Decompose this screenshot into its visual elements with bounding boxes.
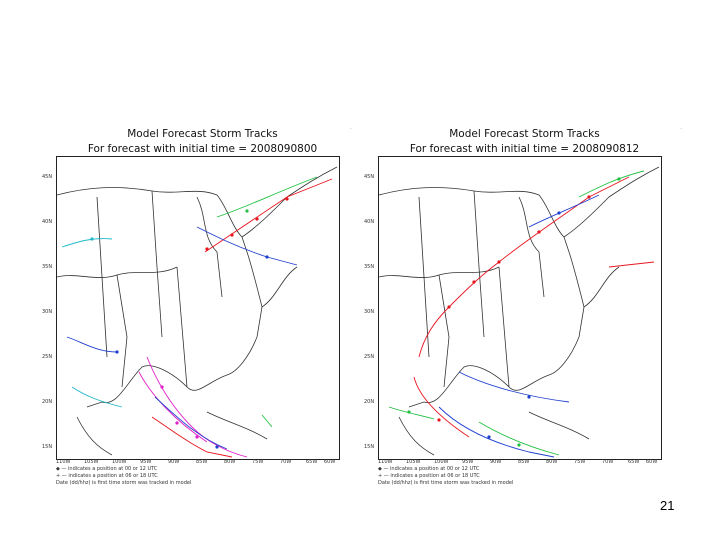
forecast-panel-right: Model Forecast Storm Tracks For forecast…	[364, 126, 682, 488]
basemap-lines	[57, 166, 338, 456]
lon-label: 110W	[378, 459, 393, 465]
lon-label: 75W	[252, 459, 264, 465]
lon-label: 85W	[196, 459, 208, 465]
lat-label: 30N	[364, 309, 375, 315]
panel-title: Model Forecast Storm Tracks	[449, 128, 600, 140]
lon-axis-labels: 110W 105W 100W 95W 90W 85W 80W 75W 70W 6…	[378, 459, 662, 465]
stray-mark: ·	[680, 126, 682, 132]
lat-label: 25N	[364, 354, 375, 360]
lon-label: 105W	[84, 459, 99, 465]
lat-label: 15N	[42, 444, 53, 450]
lon-label: 65W	[628, 459, 640, 465]
lon-label: 105W	[406, 459, 421, 465]
lon-label: 90W	[168, 459, 180, 465]
lat-label: 45N	[364, 174, 375, 180]
lat-label: 35N	[364, 264, 375, 270]
legend-line: Date (dd/hhz) is first time storm was tr…	[56, 480, 192, 486]
page-number: 21	[660, 498, 675, 513]
lat-label: 45N	[42, 174, 53, 180]
lon-label: 85W	[518, 459, 530, 465]
map-svg	[57, 166, 338, 458]
track-blue-2	[438, 194, 600, 458]
panel-subtitle: For forecast with initial time = 2008090…	[409, 143, 640, 155]
lat-label: 20N	[364, 399, 375, 405]
stray-mark: ·	[350, 126, 352, 132]
lon-label: 60W	[324, 459, 336, 465]
lon-label: 70W	[602, 459, 614, 465]
lon-label: 90W	[490, 459, 502, 465]
lon-label: 80W	[224, 459, 236, 465]
lat-label: 40N	[364, 219, 375, 225]
map-svg	[379, 166, 660, 458]
lon-axis-labels: 110W 105W 100W 95W 90W 85W 80W 75W 70W 6…	[56, 459, 340, 465]
legend-line: Date (dd/hhz) is first time storm was tr…	[378, 480, 514, 486]
track-green-2	[388, 170, 645, 456]
panel-title: Model Forecast Storm Tracks	[127, 128, 278, 140]
lat-label: 35N	[42, 264, 53, 270]
lon-label: 75W	[574, 459, 586, 465]
panel-subtitle: For forecast with initial time = 2008090…	[87, 143, 318, 155]
forecast-panel-left: Model Forecast Storm Tracks For forecast…	[42, 126, 355, 488]
lon-label: 70W	[280, 459, 292, 465]
track-red-2	[413, 176, 655, 438]
lat-axis-labels: 45N 40N 35N 30N 25N 20N 15N	[364, 174, 376, 464]
lat-label: 15N	[364, 444, 375, 450]
lon-label: 100W	[434, 459, 449, 465]
lon-label: 95W	[140, 459, 152, 465]
lon-label: 60W	[646, 459, 658, 465]
lat-axis-labels: 45N 40N 35N 30N 25N 20N 15N	[42, 174, 54, 464]
legend-line: ◆ — indicates a position at 00 or 12 UTC	[378, 466, 480, 472]
legend-line: + — indicates a position at 06 or 18 UTC	[378, 473, 480, 479]
lon-label: 110W	[56, 459, 71, 465]
lat-label: 25N	[42, 354, 53, 360]
lon-label: 65W	[306, 459, 318, 465]
track-markers	[90, 197, 289, 449]
track-magenta-1	[138, 356, 248, 458]
storm-track-map	[56, 156, 340, 460]
storm-track-map	[378, 156, 662, 460]
lon-label: 80W	[546, 459, 558, 465]
lon-label: 100W	[112, 459, 127, 465]
lat-label: 40N	[42, 219, 53, 225]
legend-line: ◆ — indicates a position at 00 or 12 UTC	[56, 466, 158, 472]
lat-label: 20N	[42, 399, 53, 405]
track-markers	[407, 177, 621, 447]
track-red-1	[151, 178, 333, 458]
lat-label: 30N	[42, 309, 53, 315]
track-cyan-1	[61, 238, 123, 408]
legend-line: + — indicates a position at 06 or 18 UTC	[56, 473, 158, 479]
lon-label: 95W	[462, 459, 474, 465]
track-green-1	[216, 176, 318, 428]
basemap-lines	[379, 166, 660, 456]
